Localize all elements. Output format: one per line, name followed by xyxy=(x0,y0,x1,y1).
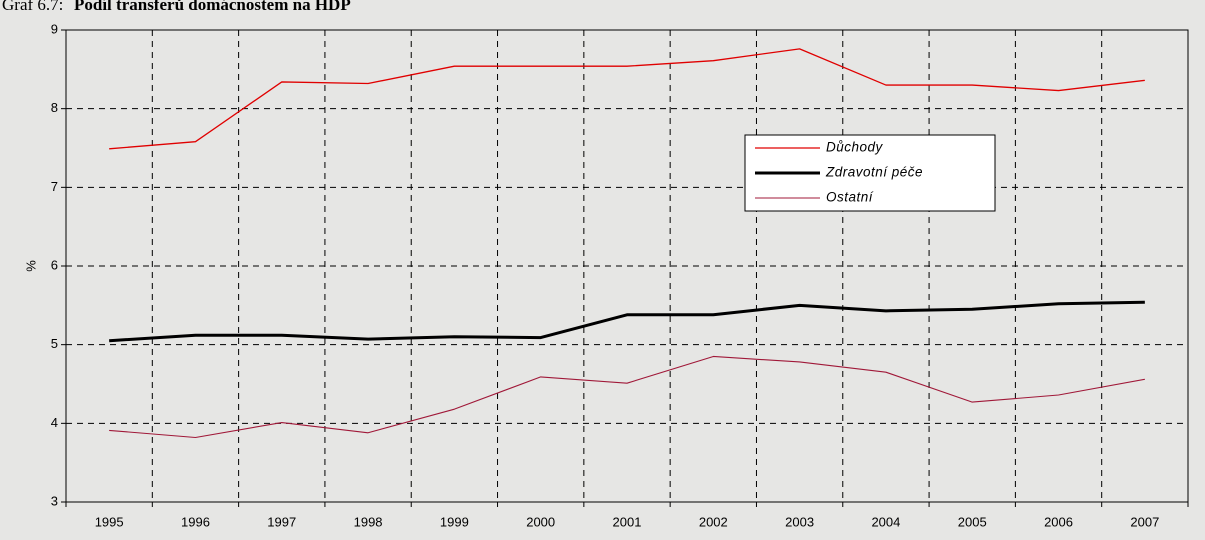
x-tick-label: 1998 xyxy=(354,514,383,529)
x-tick-label: 2003 xyxy=(785,514,814,529)
chart-title: Podíl transferů domácnostem na HDP xyxy=(74,0,351,14)
x-tick-label: 1995 xyxy=(95,514,124,529)
legend-label: Zdravotní péče xyxy=(825,165,923,180)
x-tick-label: 2006 xyxy=(1044,514,1073,529)
y-tick-label: 3 xyxy=(51,493,58,508)
y-tick-label: 5 xyxy=(51,336,58,351)
series-line xyxy=(109,355,1145,439)
series-line xyxy=(109,300,1145,343)
y-tick-label: 4 xyxy=(51,415,58,430)
x-tick-label: 2005 xyxy=(958,514,987,529)
x-tick-label: 2001 xyxy=(613,514,642,529)
x-tick-label: 1997 xyxy=(267,514,296,529)
chart-title-prefix: Graf 6.7: xyxy=(2,0,63,14)
y-tick-label: 6 xyxy=(51,257,58,272)
legend-label: Důchody xyxy=(826,140,884,155)
x-tick-label: 1996 xyxy=(181,514,210,529)
y-tick-label: 9 xyxy=(51,21,58,36)
y-tick-label: 8 xyxy=(51,100,58,115)
x-tick-label: 2007 xyxy=(1130,514,1159,529)
x-tick-label: 1999 xyxy=(440,514,469,529)
x-tick-label: 2002 xyxy=(699,514,728,529)
x-tick-label: 2004 xyxy=(871,514,900,529)
legend: Důchody Zdravotní péče Ostatní xyxy=(744,134,996,212)
series-line xyxy=(109,48,1145,150)
y-axis-label: % xyxy=(23,260,38,272)
x-tick-label: 2000 xyxy=(526,514,555,529)
y-tick-label: 7 xyxy=(51,179,58,194)
legend-label: Ostatní xyxy=(826,190,874,205)
